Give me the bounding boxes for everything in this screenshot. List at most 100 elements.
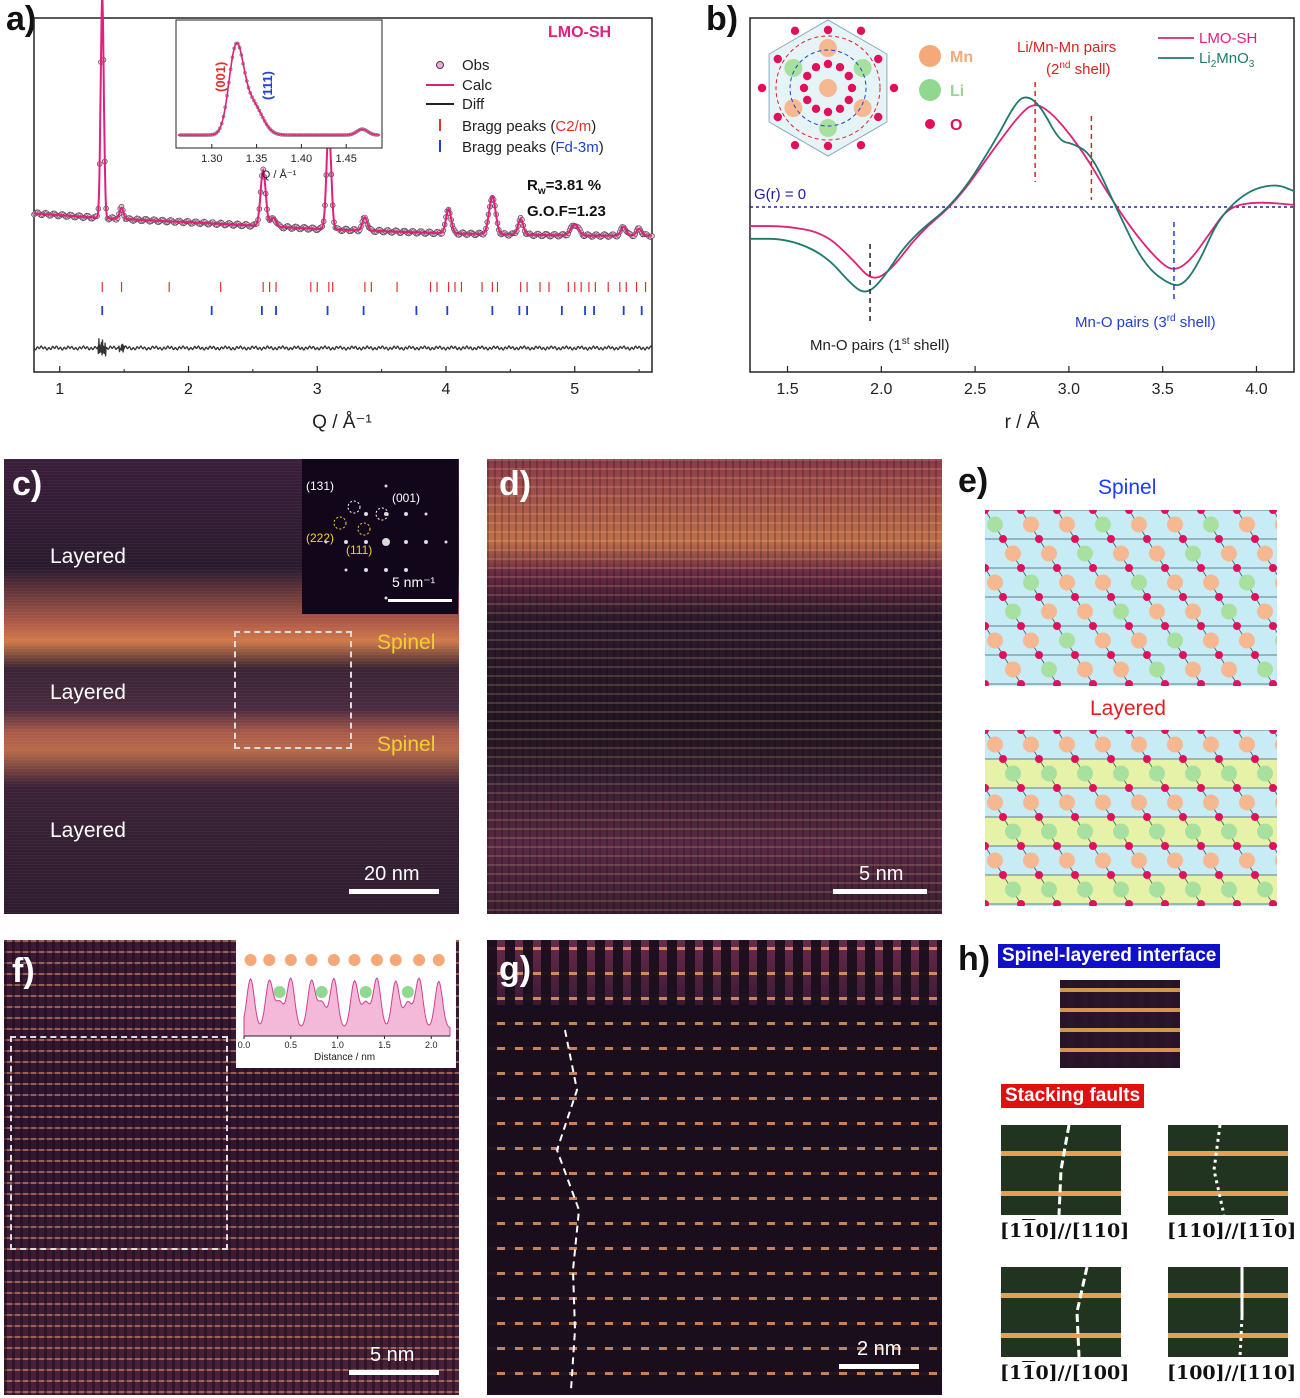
o-atom [1251,651,1259,659]
hex-shell [789,49,867,127]
o-atom [1215,813,1223,821]
scale-bar [833,889,927,894]
fault-image-3 [1001,1267,1121,1357]
spinel-atom [1077,661,1093,678]
spinel-atom [1077,545,1093,562]
o-atom [1179,651,1187,659]
profile-mn-marker [389,954,402,966]
o-atom [1269,680,1277,686]
scale-label: 20 nm [364,863,420,885]
o-atom [1125,622,1133,630]
spinel-atom [1095,574,1111,591]
spinel-atom [1221,545,1237,562]
roi-box [234,631,352,749]
hex-o-atom [773,112,782,122]
x-tick-label: 4.0 [1245,381,1267,398]
o-atom [999,593,1007,601]
o-atom [1125,900,1133,906]
xrd-chart: 1 2 3 4 5 Q / Å⁻¹ LMO-SH Obs Calc Diff Bragg peaks… [31,0,655,433]
o-atom [1071,813,1079,821]
layered-atom [1131,852,1147,869]
o-atom [1035,755,1043,763]
layered-atom [987,794,1003,811]
o-atom [1215,535,1223,543]
layered-atom [1149,881,1165,898]
spinel-atom [1041,661,1057,678]
spinel-atom [987,632,1003,649]
o-atom [985,900,989,906]
faults-title: Stacking faults [1001,1084,1145,1108]
inset-frame [175,19,383,149]
x-tick-label: 2.0 [870,381,892,398]
spinel-atom [1221,661,1237,678]
x-tick-label: 2.5 [964,381,986,398]
spinel-label: Spinel [377,631,436,654]
inset-x-tick-label: 1.40 [291,153,312,165]
o-atom [1215,593,1223,601]
spinel-atom [1041,545,1057,562]
hex-atom [819,79,837,97]
stem-image-f: f) 0.0 0.5 1.0 1.5 2.0 Distance / nm 5 nm [4,940,459,1395]
o-atom [1053,730,1061,734]
profile-tick-label: 0.0 [238,1040,251,1050]
lattice-line [1272,625,1277,634]
legend-obs: Obs [462,57,490,74]
spinel-atom [1203,516,1219,533]
x-tick-label: 1 [55,381,64,398]
o-atom [1017,842,1025,850]
scale-bar [349,889,439,894]
layered-atom [987,852,1003,869]
o-atom [999,651,1007,659]
spinel-atom [1113,661,1129,678]
fft-inset: (131) (001) (222) (111) 5 nm⁻¹ [302,459,458,614]
o-atom [1197,622,1205,630]
spinel-atom [1131,516,1147,533]
inset-x-tick-label: 1.35 [246,153,267,165]
spinel-atom [1059,632,1075,649]
scale-bar [349,1370,439,1375]
o-atom [1161,900,1169,906]
layered-atom [1059,794,1075,811]
layered-atom [1131,736,1147,753]
scale-label: 5 nm [859,863,904,885]
o-atom [1017,622,1025,630]
spinel-atom [1005,661,1021,678]
layered-atom [1275,739,1277,750]
spinel-atom [1023,516,1039,533]
fft-001: (001) [392,491,421,505]
spinel-atom [1275,635,1277,646]
o-atom [1035,871,1043,879]
layered-atom [1059,736,1075,753]
profile-li-marker [359,986,372,998]
panel-e-label: e) [958,462,989,500]
layered-atom [1221,881,1237,898]
spinel-atom [1131,632,1147,649]
o-atom [1233,784,1241,792]
profile-mn-marker [263,954,276,966]
spinel-atom [1203,574,1219,591]
spinel-atom [1023,632,1039,649]
o-atom [1125,564,1133,572]
lattice-line [1272,845,1277,854]
spinel-atom [1077,603,1093,620]
profile-xlabel: Distance / nm [314,1052,376,1063]
o-atom [1269,784,1277,792]
panel-g-label: g) [499,950,532,988]
hex-o-atom [823,59,833,69]
o-atom [1089,564,1097,572]
scale-label: 5 nm [370,1344,415,1366]
profile-tick-label: 1.5 [378,1040,391,1050]
panel-h-label: h) [958,940,991,978]
o-atom [1143,871,1151,879]
o-atom [1215,871,1223,879]
structure-legend-marker [925,119,935,129]
o-atom [1107,593,1115,601]
layered-atom [1005,765,1021,782]
o-atom [1197,680,1205,686]
o-atom [1233,842,1241,850]
hex-o-atom [847,83,857,93]
hex-atom [784,99,803,117]
layered-atom [1257,881,1273,898]
hex-o-atom [835,63,845,72]
chart-title: LMO-SH [548,24,611,41]
